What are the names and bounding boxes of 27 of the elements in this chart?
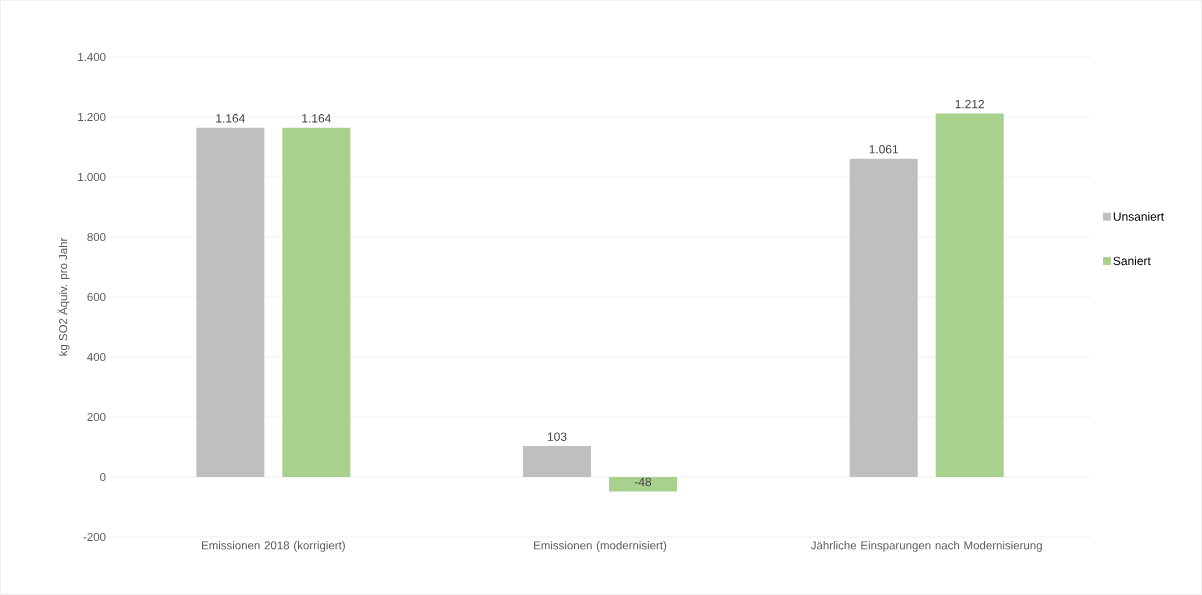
y-tick-label: 1.200: [78, 112, 106, 122]
legend-label: Saniert: [1113, 256, 1151, 266]
x-tick-label: Jährliche Einsparungen nach Modernisierung: [810, 541, 1042, 552]
bar: [282, 127, 351, 477]
y-axis-title: kg SO2 Äquiv. pro Jahr: [57, 237, 70, 356]
y-tick-label: 600: [87, 292, 106, 302]
data-label: 1.061: [869, 145, 899, 154]
y-tick-label: -200: [83, 532, 106, 542]
y-tick-label: 800: [87, 232, 106, 242]
bar: [523, 446, 592, 477]
data-label: 1.164: [216, 114, 245, 123]
y-tick-label: 200: [87, 412, 106, 422]
x-tick-label: Emissionen 2018 (korrigiert): [202, 541, 345, 552]
x-tick-label: Emissionen (modernisiert): [534, 541, 667, 552]
bar: [609, 476, 678, 492]
data-label: 1.212: [955, 99, 985, 109]
y-tick-label: 1.400: [78, 52, 106, 62]
bar: [849, 158, 918, 477]
y-tick-label: 400: [87, 352, 106, 362]
y-tick-label: 1.000: [78, 172, 106, 182]
bar: [935, 113, 1004, 477]
data-label: 1.164: [302, 114, 331, 123]
legend-label: Unsaniert: [1113, 212, 1164, 221]
bar: [196, 127, 265, 477]
data-label: -48: [634, 477, 652, 487]
y-tick-label: 0: [100, 472, 106, 482]
data-label: 103: [547, 432, 567, 441]
